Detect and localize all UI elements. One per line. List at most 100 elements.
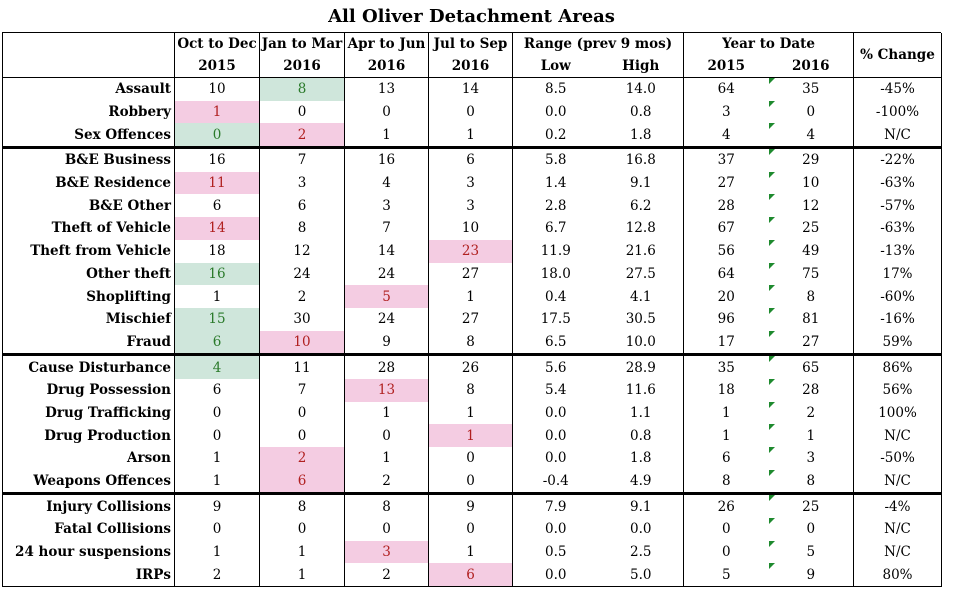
cell-ytd-2015: 37 [683,146,769,172]
cell-jul-sep: 1 [428,540,513,564]
cell-ytd-2015: 5 [683,563,769,588]
table-row: Arson 1 2 1 0 0.0 1.8 6 3 -50% [2,447,942,470]
cell-jul-sep: 1 [428,424,513,447]
cell-range-low: 6.5 [512,330,599,355]
cell-range-high: 9.1 [598,492,684,519]
table-row: Fatal Collisions 0 0 0 0 0.0 0.0 0 0 N/C [2,518,942,541]
cell-oct-dec: 2 [174,563,260,588]
header-row-periods: Oct to Dec Jan to Mar Apr to Jun Jul to … [2,33,942,78]
cell-ytd-2015: 0 [683,518,769,541]
title-divider [2,32,941,33]
cell-oct-dec: 1 [174,100,260,124]
cell-apr-jun: 24 [344,307,429,331]
cell-jan-mar: 2 [259,285,345,308]
cell-apr-jun: 7 [344,217,429,240]
cell-ytd-2015: 8 [683,469,769,494]
cell-jul-sep: 8 [428,330,513,355]
cell-jul-sep: 8 [428,378,513,402]
cell-ytd-2015: 28 [683,194,769,218]
cell-apr-jun: 16 [344,146,429,172]
table-row: Sex Offences 0 2 1 1 0.2 1.8 4 4 N/C [2,123,942,148]
row-label: Robbery [2,100,175,124]
cell-ytd-2015: 35 [683,353,769,379]
cell-range-high: 14.0 [625,81,656,98]
cell-jul-sep: 0 [428,100,513,124]
header-oct-dec: Oct to Dec [174,33,260,55]
cell-oct-dec: 9 [174,492,260,519]
table-row: B&E Residence 11 3 4 3 1.4 9.1 27 10 -63% [2,171,942,195]
cell-ytd-2016: 10 [768,171,854,195]
cell-jul-sep: 0 [428,447,513,470]
header-row-years: 2015 2016 2016 2016 Low High 2015 2016 [2,55,942,78]
cell-ytd-2016: 29 [768,146,854,172]
cell-range-high: 16.8 [598,146,684,172]
cell-ytd-2016: 8 [768,469,854,494]
cell-ytd-2015: 67 [683,217,769,240]
header-year-oct-dec: 2015 [174,55,260,78]
cell-range-high: 21.6 [625,243,656,260]
cell-oct-dec: 6 [174,378,260,402]
cell-oct-dec: 11 [174,171,260,195]
cell-range-low: 0.0 [512,401,599,425]
cell-jul-sep: 1 [428,285,513,308]
cell-percent-change: -60% [853,285,942,308]
cell-jan-mar: 12 [259,239,345,263]
cell-range-high: 2.5 [630,544,652,561]
cell-jul-sep: 6 [428,146,513,172]
table-row: IRPs 2 1 2 6 0.0 5.0 5 9 80% [2,563,942,588]
row-label: Arson [2,447,175,470]
cell-percent-change: N/C [853,518,942,541]
table-row: 24 hour suspensions 1 1 3 1 0.5 2.5 0 5 N/C [2,540,942,564]
table-row: Other theft 16 24 24 27 18.0 27.5 64 75 17% [2,262,942,286]
row-label: B&E Business [2,146,175,172]
cell-percent-change: -100% [853,100,942,124]
cell-jul-sep: 6 [428,563,513,588]
cell-ytd-2015: 64 [683,77,769,101]
cell-ytd-2015: 26 [683,492,769,519]
row-label: Injury Collisions [2,492,175,519]
row-label: B&E Other [2,194,175,218]
cell-apr-jun: 5 [344,285,429,308]
cell-range-high: 11.6 [625,382,656,399]
cell-oct-dec: 10 [174,77,260,101]
cell-apr-jun: 2 [344,469,429,494]
cell-apr-jun: 14 [344,239,429,263]
cell-ytd-2016: 4 [768,123,854,147]
cell-percent-change: -63% [853,217,942,240]
cell-jul-sep: 27 [428,262,513,286]
table-row: Fraud 6 10 9 8 6.5 10.0 17 27 59% [2,330,942,355]
cell-jul-sep: 10 [428,217,513,240]
table-row: Cause Disturbance 4 11 28 26 5.6 28.9 35 65 86% [2,353,942,379]
cell-oct-dec: 0 [174,518,260,541]
cell-percent-change: -45% [853,77,942,101]
row-label: Theft from Vehicle [2,239,175,263]
cell-apr-jun: 3 [344,540,429,564]
cell-jan-mar: 1 [259,540,345,564]
cell-ytd-2015: 4 [683,123,769,148]
cell-ytd-2016: 75 [768,262,854,286]
header-range-low: Low [512,55,599,78]
cell-jan-mar: 6 [259,469,345,494]
row-label: 24 hour suspensions [2,540,175,564]
cell-apr-jun: 9 [344,330,429,355]
cell-range-low: 0.0 [512,447,599,470]
cell-jan-mar: 7 [259,146,345,172]
cell-range-high: 1.8 [630,450,652,467]
cell-range-high: 5.0 [598,563,684,588]
cell-percent-change: -16% [853,307,942,331]
cell-ytd-2015: 1 [683,424,769,447]
header-corner [2,33,175,55]
cell-range-high: 9.1 [630,175,652,192]
cell-percent-change: N/C [853,540,942,564]
row-label: Assault [2,77,175,101]
cell-ytd-2016: 81 [768,307,854,331]
cell-ytd-2016: 0 [768,100,854,124]
cell-jan-mar: 30 [259,307,345,331]
header-year-jan-mar: 2016 [259,55,345,78]
cell-range-low: -0.4 [512,469,599,494]
cell-apr-jun: 1 [344,401,429,425]
cell-apr-jun: 3 [344,194,429,218]
table-row: Theft of Vehicle 14 8 7 10 6.7 12.8 67 25 -63% [2,217,942,240]
cell-ytd-2016: 1 [768,424,854,447]
cell-range-low: 5.6 [512,353,599,379]
